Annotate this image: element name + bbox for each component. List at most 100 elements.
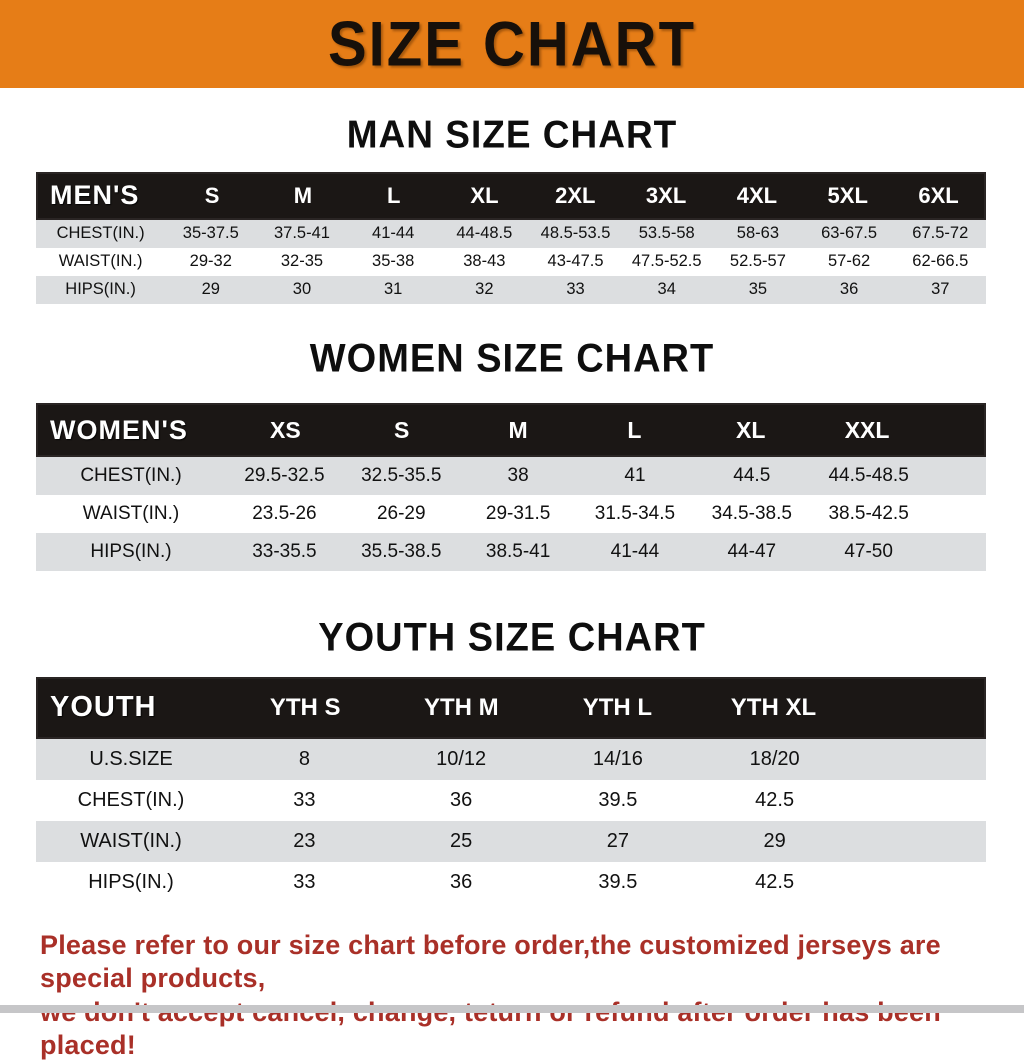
youth-section-title: YOUTH SIZE CHART bbox=[318, 616, 706, 661]
size-value: 42.5 bbox=[755, 870, 795, 893]
size-value: 44-47 bbox=[727, 541, 777, 563]
size-value: 29 bbox=[201, 280, 220, 299]
size-column-header: XXL bbox=[844, 416, 890, 443]
measurement-label: WAIST(IN.) bbox=[80, 829, 182, 852]
measurement-label: HIPS(IN.) bbox=[88, 870, 174, 893]
bottom-strip bbox=[0, 1005, 1024, 1013]
size-value: 53.5-58 bbox=[638, 224, 695, 243]
size-value: 39.5 bbox=[598, 788, 638, 811]
size-value: 38-43 bbox=[463, 252, 506, 271]
size-column-header: XS bbox=[270, 416, 301, 443]
size-column-header: YTH L bbox=[582, 693, 653, 721]
size-column-header: S bbox=[394, 416, 410, 443]
table-row: CHEST(IN.) 35-37.5 37.5-41 41-44 44-48.5 48.5… bbox=[36, 219, 986, 248]
table-header-bar: MEN'S S M L XL 2XL 3XL 4XL 5XL 6XL bbox=[36, 171, 986, 220]
size-column-header: 2XL bbox=[555, 182, 596, 208]
banner: SIZE CHART bbox=[0, 0, 1024, 88]
size-value: 38.5-41 bbox=[485, 541, 551, 563]
size-value: 33 bbox=[566, 280, 585, 299]
table-row: HIPS(IN.) 33-35.5 35.5-38.5 38.5-41 41-44 44-… bbox=[36, 533, 986, 572]
size-column-header: YTH XL bbox=[730, 693, 817, 721]
size-column-header: XL bbox=[736, 416, 766, 443]
size-value: 29-31.5 bbox=[485, 503, 551, 525]
disclaimer-note: Please refer to our size chart before or… bbox=[40, 929, 1004, 1063]
size-value: 44.5 bbox=[733, 465, 771, 487]
size-value: 14/16 bbox=[592, 747, 643, 770]
table-header-bar: WOMEN'S XS S M L XL XXL bbox=[36, 403, 986, 458]
disclaimer-line-1: Please refer to our size chart before or… bbox=[40, 929, 941, 994]
size-value: 36 bbox=[839, 280, 859, 299]
table-row: CHEST(IN.) 29.5-32.5 32.5-35.5 38 41 44.5 44.5… bbox=[36, 457, 986, 496]
size-value: 38.5-42.5 bbox=[828, 503, 909, 525]
size-value: 33-35.5 bbox=[252, 541, 317, 563]
size-value: 33 bbox=[293, 870, 316, 893]
measurement-label: WAIST(IN.) bbox=[82, 503, 180, 525]
size-value: 43-47.5 bbox=[547, 252, 604, 271]
size-value: 35-38 bbox=[372, 252, 415, 271]
youth-size-table: YOUTH YTH S YTH M YTH L YTH XL U.S.SIZE 8 10/12… bbox=[36, 676, 986, 903]
size-value: 47.5-52.5 bbox=[631, 252, 702, 271]
measurement-label: HIPS(IN.) bbox=[90, 541, 172, 563]
size-column-header: L bbox=[386, 182, 401, 208]
size-column-header: 6XL bbox=[918, 182, 959, 208]
size-column-header: 5XL bbox=[827, 182, 868, 208]
size-value: 27 bbox=[606, 829, 629, 852]
size-value: 34.5-38.5 bbox=[711, 503, 792, 525]
size-value: 36 bbox=[450, 870, 473, 893]
size-value: 57-62 bbox=[827, 252, 871, 271]
size-value: 47-50 bbox=[844, 541, 893, 563]
measurement-label: WAIST(IN.) bbox=[58, 252, 143, 271]
banner-title: SIZE CHART bbox=[328, 8, 696, 80]
size-value: 10/12 bbox=[436, 747, 487, 770]
size-column-header: 4XL bbox=[736, 182, 778, 208]
size-value: 38 bbox=[507, 465, 529, 487]
size-value: 41-44 bbox=[372, 224, 415, 243]
size-value: 35 bbox=[748, 280, 768, 299]
size-column-header: M bbox=[293, 182, 313, 208]
size-column-header: L bbox=[627, 416, 642, 443]
size-value: 29-32 bbox=[189, 252, 232, 271]
size-value: 23 bbox=[293, 829, 316, 852]
size-value: 44-48.5 bbox=[456, 224, 513, 243]
size-value: 52.5-57 bbox=[729, 252, 786, 271]
measurement-label: CHEST(IN.) bbox=[80, 465, 182, 487]
size-column-header: S bbox=[204, 182, 220, 208]
size-value: 63-67.5 bbox=[821, 224, 878, 243]
measurement-label: HIPS(IN.) bbox=[65, 280, 136, 299]
women-section-title: WOMEN SIZE CHART bbox=[309, 336, 715, 381]
size-column-header: YTH S bbox=[269, 693, 341, 721]
man-section-title: MAN SIZE CHART bbox=[346, 112, 678, 156]
table-row: HIPS(IN.) 33 36 39.5 42.5 bbox=[36, 861, 986, 903]
measurement-label: CHEST(IN.) bbox=[56, 224, 145, 243]
size-value: 34 bbox=[657, 280, 676, 299]
size-value: 33 bbox=[293, 788, 316, 811]
size-value: 48.5-53.5 bbox=[540, 224, 611, 243]
size-value: 29 bbox=[763, 829, 786, 852]
size-value: 23.5-26 bbox=[252, 503, 317, 525]
mens-size-table: MEN'S S M L XL 2XL 3XL 4XL 5XL 6XL CHEST(IN.) 35-37… bbox=[36, 171, 986, 304]
table-row: HIPS(IN.) 29 30 31 32 33 34 35 36 37 bbox=[36, 275, 986, 304]
size-column-header: XL bbox=[470, 182, 499, 208]
size-value: 39.5 bbox=[598, 870, 638, 893]
table-group-label: MEN'S bbox=[50, 180, 140, 211]
size-value: 58-63 bbox=[736, 224, 779, 243]
size-value: 35.5-38.5 bbox=[361, 541, 442, 563]
measurement-label: CHEST(IN.) bbox=[77, 788, 185, 811]
size-value: 41 bbox=[624, 465, 646, 487]
size-value: 41-44 bbox=[610, 541, 660, 563]
size-column-header: 3XL bbox=[645, 182, 687, 208]
table-group-label: YOUTH bbox=[50, 691, 157, 724]
table-row: WAIST(IN.) 23 25 27 29 bbox=[36, 820, 986, 862]
size-value: 25 bbox=[450, 829, 473, 852]
table-group-label: WOMEN'S bbox=[50, 414, 188, 445]
size-value: 42.5 bbox=[755, 788, 795, 811]
size-value: 31 bbox=[383, 280, 403, 299]
table-row: WAIST(IN.) 29-32 32-35 35-38 38-43 43-47.5 47.… bbox=[36, 247, 986, 276]
womens-size-table: WOMEN'S XS S M L XL XXL CHEST(IN.) 29.5-32.5 32.5… bbox=[36, 403, 986, 572]
size-column-header: YTH M bbox=[423, 693, 499, 721]
size-value: 26-29 bbox=[376, 503, 426, 525]
table-row: U.S.SIZE 8 10/12 14/16 18/20 bbox=[36, 738, 986, 780]
size-value: 18/20 bbox=[749, 747, 800, 770]
size-value: 35-37.5 bbox=[182, 224, 239, 243]
size-value: 32.5-35.5 bbox=[361, 465, 442, 487]
